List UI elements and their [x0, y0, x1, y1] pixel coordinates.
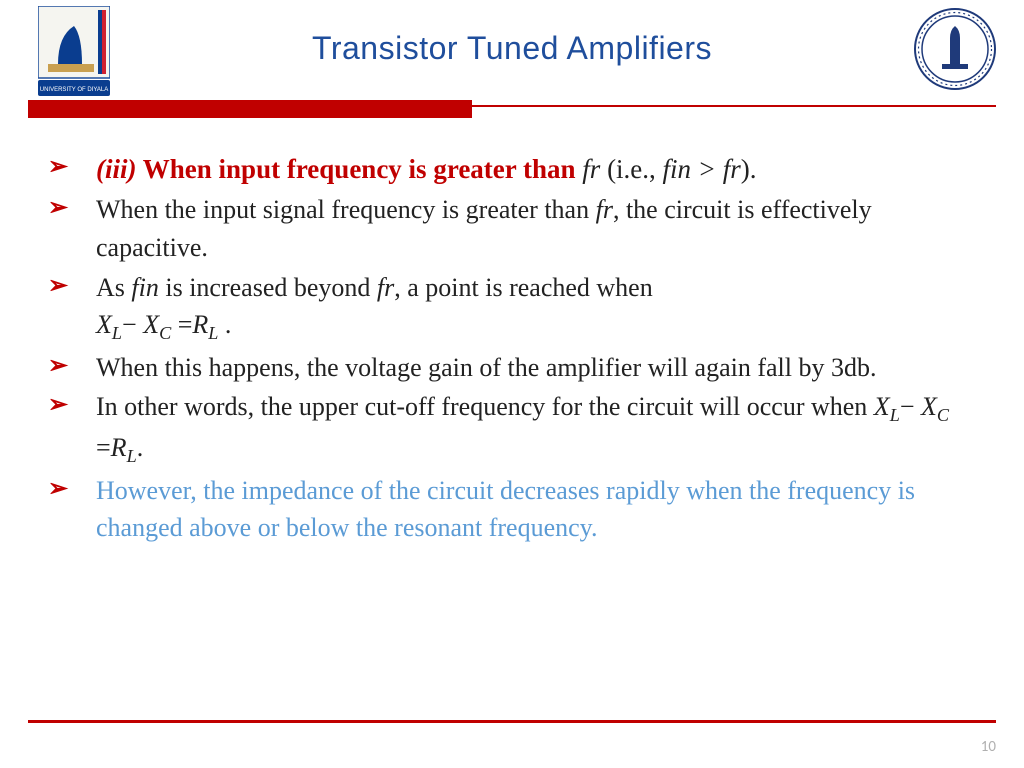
- slide-title: Transistor Tuned Amplifiers: [0, 30, 1024, 67]
- slide-body: (iii) When input frequency is greater th…: [42, 150, 988, 549]
- case-condition: fr (i.e., fin > fr).: [582, 154, 756, 184]
- case-numeral: (iii): [96, 154, 137, 184]
- bullet-3: When this happens, the voltage gain of t…: [42, 349, 988, 387]
- case-text: When input frequency is greater than: [143, 154, 576, 184]
- header-divider: [28, 100, 996, 122]
- case-heading: (iii) When input frequency is greater th…: [42, 150, 988, 189]
- bullet-4: In other words, the upper cut-off freque…: [42, 388, 988, 469]
- bullet-1: When the input signal frequency is great…: [42, 191, 988, 266]
- footer-divider: [28, 720, 996, 723]
- thick-red-bar: [28, 100, 472, 118]
- page-number: 10: [981, 738, 996, 756]
- bullet-5-highlight: However, the impedance of the circuit de…: [42, 472, 988, 547]
- slide-header: UNIVERSITY OF DIYALA Transistor Tuned Am…: [0, 0, 1024, 100]
- svg-text:UNIVERSITY OF DIYALA: UNIVERSITY OF DIYALA: [40, 87, 108, 93]
- college-logo-right: [914, 8, 996, 90]
- bullet-2: As fin is increased beyond fr, a point i…: [42, 269, 988, 347]
- equation-1: XL− XC =RL: [96, 310, 225, 339]
